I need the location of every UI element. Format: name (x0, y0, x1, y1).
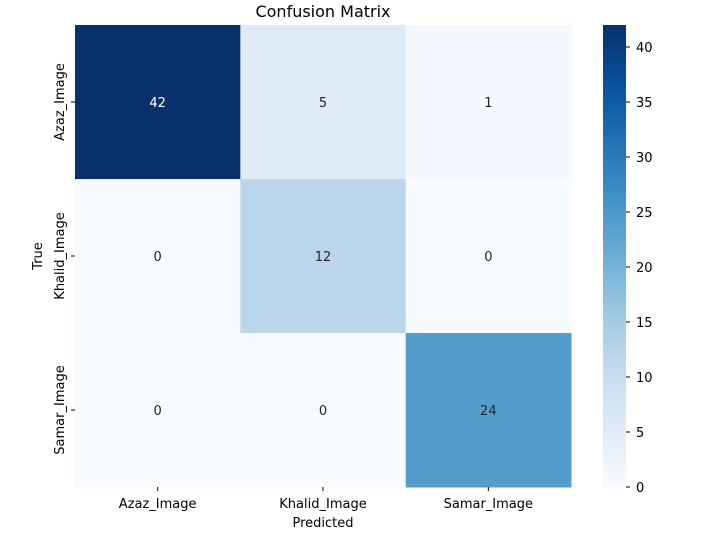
cell-value-label: 0 (154, 250, 162, 265)
heatmap-cells (75, 25, 572, 488)
colorbar: 0 5 10 15 20 25 30 35 40 (603, 25, 653, 496)
colorbar-tick-label: 15 (636, 316, 653, 331)
heatmap-cell-labels: 42 5 1 0 12 0 0 0 24 (149, 96, 496, 419)
colorbar-tick-label: 40 (636, 41, 653, 56)
cell-value-label: 5 (319, 96, 327, 111)
cell-value-label: 24 (480, 404, 497, 419)
colorbar-tick-label: 0 (636, 481, 644, 496)
cell-value-label: 12 (315, 250, 332, 265)
colorbar-tick-label: 35 (636, 96, 653, 111)
colorbar-tick-label: 10 (636, 371, 653, 386)
heatmap-cell (240, 25, 407, 180)
y-tick-label: Khalid_Image (53, 212, 68, 299)
x-tick-label: Samar_Image (444, 497, 533, 512)
heatmap-cell (75, 333, 241, 488)
chart-title: Confusion Matrix (255, 2, 390, 21)
x-tick-label: Azaz_Image (119, 497, 197, 512)
heatmap-cell (75, 179, 241, 334)
cell-value-label: 0 (154, 404, 162, 419)
heatmap-cell (240, 333, 407, 488)
heatmap-cell (240, 179, 407, 334)
colorbar-tick-label: 5 (636, 426, 644, 441)
y-tick-label: Azaz_Image (53, 63, 68, 141)
colorbar-tick-label: 30 (636, 151, 653, 166)
heatmap-cell (405, 333, 572, 488)
colorbar-tick-label: 25 (636, 206, 653, 221)
heatmap-cell (405, 25, 572, 180)
x-axis: Azaz_Image Khalid_Image Samar_Image (119, 487, 533, 512)
cell-value-label: 0 (484, 250, 492, 265)
x-axis-label: Predicted (292, 516, 353, 531)
x-tick-label: Khalid_Image (279, 497, 366, 512)
y-tick-label: Samar_Image (53, 365, 68, 454)
cell-value-label: 42 (149, 96, 166, 111)
colorbar-tick-label: 20 (636, 261, 653, 276)
y-axis: Azaz_Image Khalid_Image Samar_Image (53, 63, 75, 455)
colorbar-gradient (603, 25, 626, 487)
heatmap-cell (75, 25, 241, 180)
heatmap-cell (405, 179, 572, 334)
cell-value-label: 0 (319, 404, 327, 419)
cell-value-label: 1 (484, 96, 492, 111)
y-axis-label: True (31, 242, 46, 271)
